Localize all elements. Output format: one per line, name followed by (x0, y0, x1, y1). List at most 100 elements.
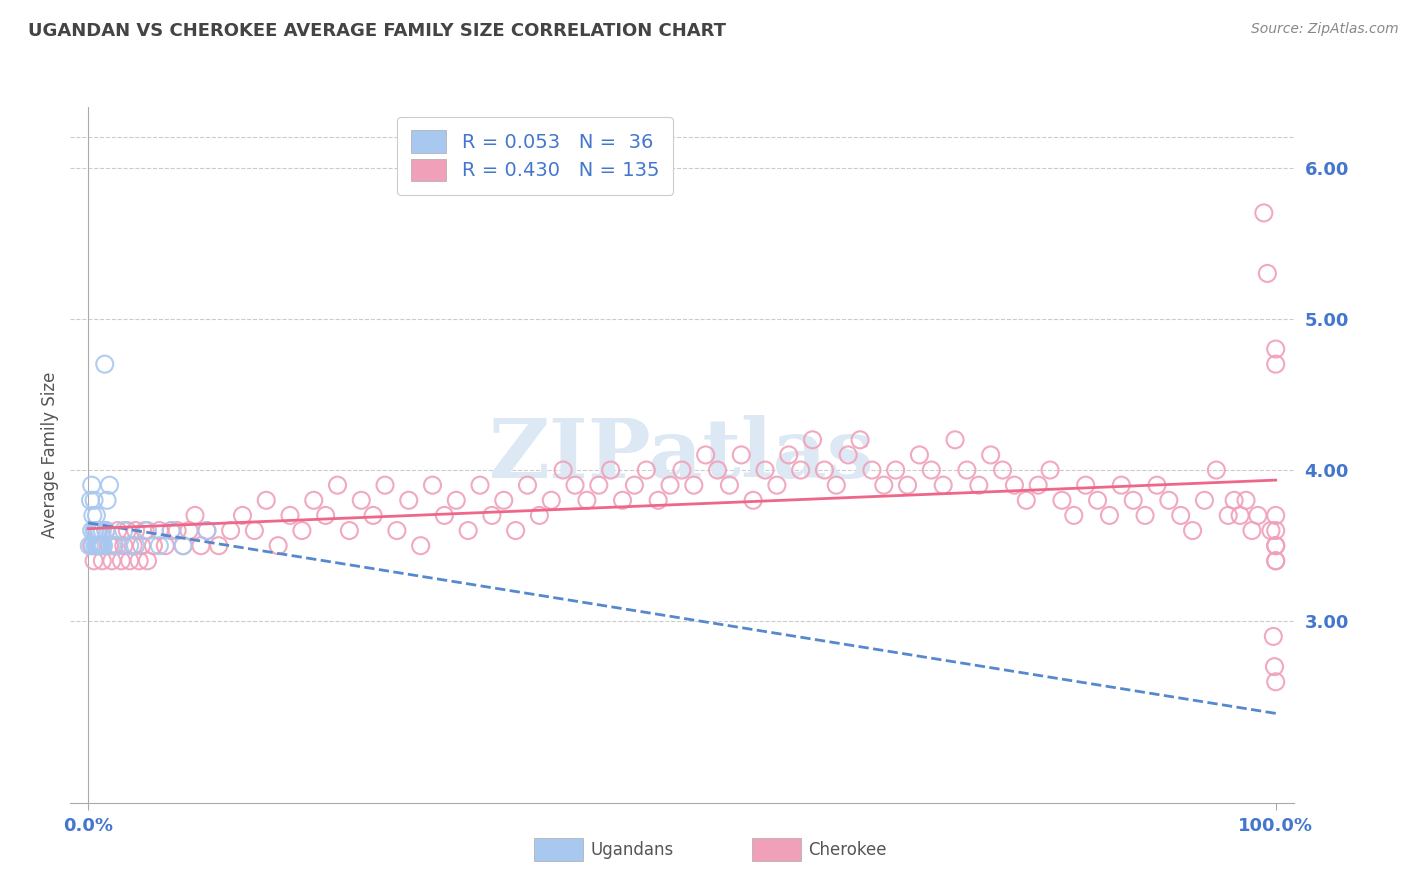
Point (80, 478, 103, 492)
Point (1263, 629, 1285, 643)
Point (243, 524, 266, 538)
Point (920, 463, 942, 477)
Point (956, 463, 979, 477)
Text: Source: ZipAtlas.com: Source: ZipAtlas.com (1251, 22, 1399, 37)
Point (112, 524, 135, 538)
Point (87, 539, 110, 553)
Point (1218, 508, 1240, 523)
Point (385, 524, 408, 538)
Point (84, 524, 107, 538)
Legend: R = 0.053   N =  36, R = 0.430   N = 135: R = 0.053 N = 36, R = 0.430 N = 135 (398, 117, 672, 194)
Point (86, 508, 108, 523)
Point (1074, 478, 1097, 492)
Point (980, 448, 1002, 462)
Point (107, 539, 129, 553)
Point (1256, 267, 1278, 281)
Point (190, 539, 212, 553)
Point (124, 524, 146, 538)
Point (599, 463, 621, 477)
Point (1223, 493, 1246, 508)
Point (1050, 493, 1073, 508)
Point (1194, 493, 1216, 508)
Point (89, 524, 111, 538)
Point (1264, 674, 1286, 689)
Point (112, 539, 135, 553)
Point (91, 539, 114, 553)
Point (86, 539, 108, 553)
Point (166, 524, 188, 538)
Point (86, 524, 108, 538)
Point (1229, 508, 1251, 523)
Point (623, 478, 645, 492)
Point (172, 539, 194, 553)
Point (136, 524, 159, 538)
Point (967, 478, 990, 492)
Point (481, 508, 503, 523)
Point (1263, 659, 1285, 673)
Point (1063, 508, 1085, 523)
Text: Cherokee: Cherokee (808, 841, 887, 859)
Point (908, 448, 931, 462)
Point (695, 448, 717, 462)
Point (110, 554, 132, 568)
Point (1264, 342, 1286, 356)
Point (101, 539, 124, 553)
Point (83, 493, 105, 508)
Point (172, 539, 194, 553)
Point (730, 448, 752, 462)
Point (1015, 493, 1038, 508)
Point (1234, 493, 1257, 508)
Y-axis label: Average Family Size: Average Family Size (41, 372, 59, 538)
Point (84, 539, 107, 553)
Point (1170, 508, 1192, 523)
Point (103, 539, 125, 553)
Point (160, 524, 183, 538)
Point (122, 539, 145, 553)
Point (682, 478, 704, 492)
Point (80, 539, 103, 553)
Point (1039, 463, 1062, 477)
Point (93, 539, 115, 553)
Point (1087, 493, 1109, 508)
Point (118, 539, 141, 553)
Point (778, 448, 800, 462)
Text: Ugandans: Ugandans (591, 841, 673, 859)
Point (148, 539, 170, 553)
Point (564, 478, 586, 492)
Point (96, 493, 118, 508)
Point (468, 478, 491, 492)
Point (79, 539, 101, 553)
Point (231, 508, 253, 523)
Point (588, 478, 610, 492)
Point (754, 463, 776, 477)
Point (254, 493, 277, 508)
Point (128, 554, 150, 568)
Point (94, 524, 117, 538)
Point (516, 478, 538, 492)
Point (94, 524, 117, 538)
Point (943, 433, 966, 447)
Point (1181, 524, 1204, 538)
Point (89, 539, 111, 553)
Point (142, 539, 165, 553)
Point (107, 524, 129, 538)
Point (1122, 493, 1144, 508)
Point (361, 508, 384, 523)
Point (195, 524, 218, 538)
Point (83, 524, 105, 538)
Point (1026, 478, 1049, 492)
Point (1111, 478, 1133, 492)
Point (177, 524, 200, 538)
Point (636, 463, 658, 477)
Point (422, 478, 444, 492)
Point (671, 463, 693, 477)
Text: UGANDAN VS CHEROKEE AVERAGE FAMILY SIZE CORRELATION CHART: UGANDAN VS CHEROKEE AVERAGE FAMILY SIZE … (28, 22, 725, 40)
Point (1004, 478, 1026, 492)
Point (134, 524, 156, 538)
Point (184, 508, 207, 523)
Point (813, 463, 835, 477)
Point (117, 524, 139, 538)
Point (93, 357, 115, 371)
Point (124, 539, 146, 553)
Point (80, 524, 103, 538)
